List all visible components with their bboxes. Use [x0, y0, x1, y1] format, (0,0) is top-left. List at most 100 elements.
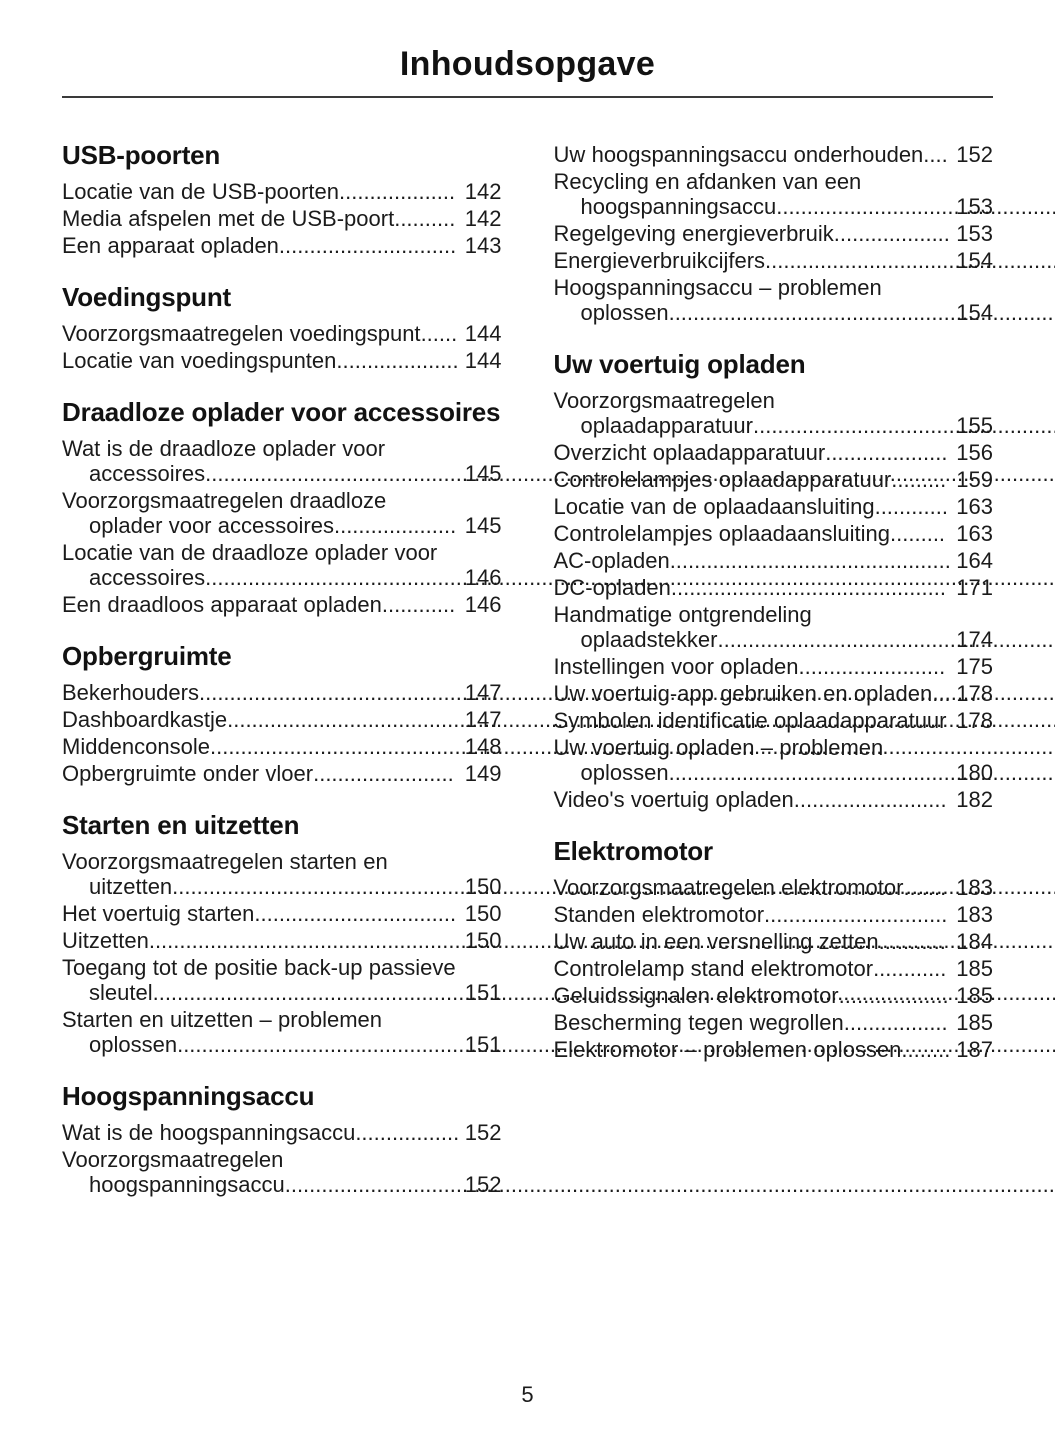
entry-page-number: 150 [464, 901, 502, 926]
entry-title: Instellingen voor opladen [553, 654, 799, 679]
section-heading: Hoogspanningsaccu [62, 1081, 315, 1111]
toc-entry: Uw hoogspanningsaccu onderhouden.... 152 [554, 142, 994, 167]
toc-entry: Een draadloos apparaat opladen..........… [62, 592, 502, 617]
entry-page-number: 183 [956, 875, 993, 900]
toc-entry: Hoogspanningsaccu – problemen oplossen..… [553, 275, 1055, 325]
section-heading: Opbergruimte [62, 641, 232, 671]
leader-dots: ................... [339, 179, 456, 204]
leader-dots: ........................................… [205, 565, 1055, 590]
toc-entry: Controlelampjes oplaadapparatuur........… [554, 467, 994, 492]
entry-title: Uw hoogspanningsaccu onderhouden [553, 142, 924, 167]
entry-title: Uw voertuig-app gebruiken en opladen [553, 681, 933, 706]
toc-entry: Toegang tot de positie back-up passieve … [62, 955, 1055, 1005]
entry-page-number: 145 [464, 461, 502, 486]
leader-dots: ........................................… [668, 760, 1055, 785]
leader-dots: ........................................… [205, 461, 1055, 486]
entry-title: Locatie van de oplaadaansluiting [553, 494, 875, 519]
toc-entry: Geluidssignalen elektromotor............… [554, 983, 994, 1008]
leader-dots: ....... [903, 875, 947, 900]
leader-dots: ...... [420, 321, 458, 346]
toc-entry: Elektromotor – problemen oplossen.......… [554, 1037, 994, 1062]
entry-title: Hoogspanningsaccu – problemen oplossen [553, 275, 882, 325]
entry-page-number: 151 [464, 980, 502, 1005]
entry-page-number: 182 [956, 787, 993, 812]
leader-dots: ........................................… [152, 980, 1055, 1005]
entry-page-number: 148 [464, 734, 502, 759]
leader-dots: ........................................… [284, 1172, 1055, 1197]
toc-entry: Controlelampjes oplaadaansluiting.......… [554, 521, 994, 546]
leader-dots: .................... [336, 348, 459, 373]
entry-page-number: 153 [956, 194, 993, 219]
entry-title: Voorzorgsmaatregelen oplaadapparatuur [553, 388, 775, 438]
leader-dots: ........................................… [668, 300, 1055, 325]
leader-dots: ............ [381, 592, 456, 617]
entry-title: Voorzorgsmaatregelen starten en uitzette… [62, 849, 388, 899]
leader-dots: ........................................… [209, 734, 1055, 759]
entry-page-number: 164 [956, 548, 993, 573]
entry-page-number: 151 [464, 1032, 502, 1057]
toc-entry: Uw voertuig opladen – problemen oplossen… [554, 735, 1055, 785]
entry-title: Locatie van de USB-poorten [62, 179, 339, 204]
leader-dots: ........................................… [752, 413, 1055, 438]
entry-page-number: 154 [956, 248, 993, 273]
leader-dots: ............ [874, 494, 948, 519]
entry-page-number: 153 [956, 221, 993, 246]
leader-dots: .............................. [764, 902, 948, 927]
entry-title: Starten en uitzetten – problemen oplosse… [62, 1007, 383, 1057]
entry-title: Middenconsole [62, 734, 210, 759]
entry-title: Energieverbruikcijfers [553, 248, 766, 273]
entry-title: Toegang tot de positie back-up passieve … [62, 955, 456, 1005]
toc-entry: Voorzorgsmaatregelen starten en uitzette… [62, 849, 1055, 899]
toc-entry: Standen elektromotor....................… [554, 902, 994, 927]
leader-dots: ....................... [313, 761, 454, 786]
toc-entry: Voorzorgsmaatregelen draadloze oplader v… [62, 488, 502, 538]
toc-entry: Regelgeving energieverbruik.............… [554, 221, 994, 246]
entry-page-number: 146 [464, 565, 502, 590]
entry-page-number: 149 [464, 761, 502, 786]
leader-dots: ........................................… [148, 928, 1055, 953]
entry-title: Controlelampjes oplaadapparatuur [553, 467, 892, 492]
section-heading: Uw voertuig opladen [553, 349, 806, 379]
table-of-contents: USB-poorten Locatie van de USB-poorten...… [62, 140, 1055, 1199]
entry-page-number: 184 [956, 929, 993, 954]
entry-title: Geluidssignalen elektromotor [553, 983, 839, 1008]
entry-page-number: 159 [956, 467, 993, 492]
toc-entry: Voorzorgsmaatregelen hoogspanningsaccu..… [62, 1147, 1055, 1197]
page-footer: 5 [0, 1382, 1055, 1408]
entry-page-number: 178 [956, 708, 993, 733]
section-heading: Elektromotor [553, 836, 714, 866]
leader-dots: .................... [825, 440, 948, 465]
leader-dots: ........................................… [227, 707, 1055, 732]
toc-entry: Voorzorgsmaatregelen voedingspunt...... 1… [62, 321, 502, 346]
entry-title: Regelgeving energieverbruik [553, 221, 834, 246]
leader-dots: ........................................… [172, 874, 1055, 899]
entry-title: Overzicht oplaadapparatuur [553, 440, 826, 465]
toc-entry: Starten en uitzetten – problemen oplosse… [62, 1007, 1055, 1057]
leader-dots: ............................. [278, 233, 457, 258]
entry-title: Voorzorgsmaatregelen draadloze oplader v… [62, 488, 387, 538]
toc-entry: Wat is de draadloze oplader voor accesso… [62, 436, 1055, 486]
leader-dots: .................. [838, 983, 949, 1008]
entry-page-number: 185 [956, 956, 993, 981]
leader-dots: ................................. [254, 901, 457, 926]
toc-entry: Uw voertuig-app gebruiken en opladen... 1… [554, 681, 994, 706]
entry-page-number: 187 [956, 1037, 993, 1062]
entry-title: Bekerhouders [62, 680, 199, 705]
toc-entry: Voorzorgsmaatregelen oplaadapparatuur...… [553, 388, 1055, 438]
toc-entry: Uitzetten...............................… [62, 928, 1055, 953]
leader-dots: ......... [890, 521, 946, 546]
entry-title: Locatie van de draadloze oplader voor ac… [62, 540, 438, 590]
toc-entry: Recycling en afdanken van een hoogspanni… [554, 169, 1055, 219]
toc-entry: Het voertuig starten....................… [62, 901, 502, 926]
entry-page-number: 154 [956, 300, 993, 325]
entry-page-number: 178 [956, 681, 993, 706]
entry-page-number: 147 [464, 707, 502, 732]
toc-column-left: USB-poorten Locatie van de USB-poorten...… [62, 140, 1055, 1199]
folio-page-number: 5 [521, 1382, 534, 1407]
toc-entry: Instellingen voor opladen...............… [554, 654, 994, 679]
leader-dots: .......... [394, 206, 456, 231]
page-title: Inhoudsopgave [399, 45, 656, 83]
entry-page-number: 156 [956, 440, 993, 465]
toc-entry: Symbolen identificatie oplaadapparatuur 1… [554, 708, 994, 733]
